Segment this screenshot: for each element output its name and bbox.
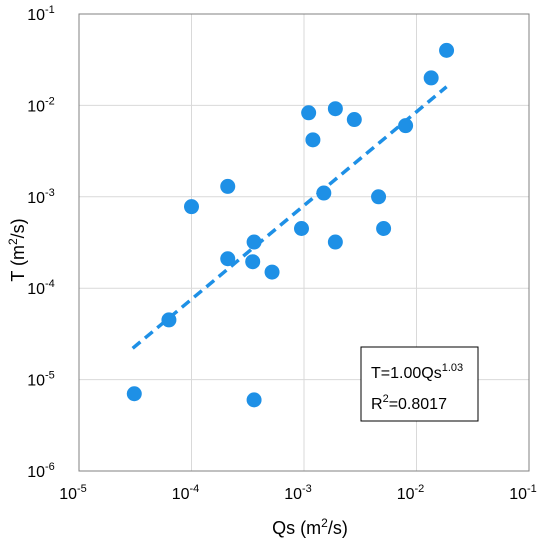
y-tick-label: 10-2 <box>27 95 55 115</box>
y-tick-label: 10-5 <box>27 370 55 390</box>
x-tick-label: 10-5 <box>59 483 87 503</box>
y-tick-label: 10-6 <box>27 461 55 481</box>
data-point <box>220 251 236 267</box>
equation-box: T=1.00Qs1.03 R2=0.8017 <box>360 346 479 422</box>
equation-text: T=1.00Qs1.03 <box>371 362 463 382</box>
data-point <box>246 392 262 408</box>
data-point <box>293 220 309 236</box>
data-point <box>327 234 343 250</box>
data-point <box>245 254 261 270</box>
data-point <box>398 118 414 134</box>
data-point <box>246 234 262 250</box>
x-tick-label: 10-4 <box>172 483 200 503</box>
data-point <box>264 264 280 280</box>
data-point <box>305 132 321 148</box>
y-axis-title: T (m2/s) <box>6 218 28 281</box>
trend-line <box>131 85 448 350</box>
data-point <box>439 42 455 58</box>
y-tick-label: 10-3 <box>27 187 55 207</box>
plot-area-frame <box>78 13 530 472</box>
y-tick-label: 10-4 <box>27 278 55 298</box>
x-tick-label: 10-1 <box>509 483 537 503</box>
data-point <box>346 112 362 128</box>
y-tick-labels: 10-6 10-5 10-4 10-3 10-2 10-1 <box>27 4 55 481</box>
data-point <box>220 178 236 194</box>
data-point <box>161 312 177 328</box>
data-point <box>376 220 392 236</box>
x-axis-title: Qs (m2/s) <box>272 516 348 538</box>
x-tick-labels: 10-5 10-4 10-3 10-2 10-1 <box>59 483 537 503</box>
data-point <box>126 386 142 402</box>
data-point <box>316 185 332 201</box>
data-points <box>126 42 455 408</box>
x-tick-label: 10-2 <box>397 483 425 503</box>
x-tick-label: 10-3 <box>284 483 312 503</box>
r-squared-text: R2=0.8017 <box>371 393 447 413</box>
y-tick-label: 10-1 <box>27 4 55 24</box>
data-point <box>371 189 387 205</box>
data-point <box>184 199 199 215</box>
data-point <box>301 105 317 121</box>
data-point <box>423 70 439 86</box>
data-point <box>327 101 343 117</box>
